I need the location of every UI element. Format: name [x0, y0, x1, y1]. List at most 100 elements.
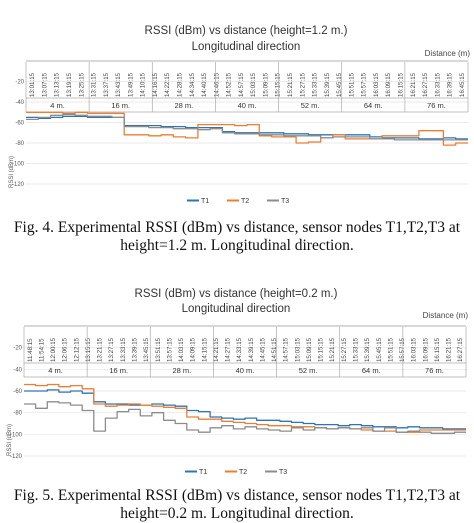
- legend-label: T3: [279, 469, 287, 476]
- distance-label: 16 m.: [111, 101, 130, 110]
- series-line-t2: [24, 383, 466, 433]
- figure-caption-5: Fig. 5. Experimental RSSI (dBm) vs dista…: [13, 487, 461, 522]
- x-tick-label: 15:21:15: [287, 72, 294, 97]
- x-tick-label: 13:33:15: [120, 337, 127, 362]
- distance-label: 16 m.: [109, 366, 128, 375]
- x-tick-label: 15:15:15: [275, 72, 282, 97]
- x-tick-label: 15:39:15: [364, 337, 371, 362]
- chart-fig5: RSSI (dBm) vs distance (height=0.2 m.) L…: [7, 288, 469, 476]
- y-tick-label: -40: [15, 100, 24, 106]
- legend-label: T1: [199, 469, 207, 476]
- x-tick-label: 15:57:15: [361, 72, 368, 97]
- x-tick-label: 14:09:15: [190, 337, 197, 362]
- x-tick-label: 13:37:15: [103, 72, 110, 97]
- x-tick-label: 15:09:15: [262, 72, 269, 97]
- distance-label: 52 m.: [301, 101, 320, 110]
- x-tick-label: 16:03:15: [373, 72, 380, 97]
- y-axis-label: RSSI (dBm): [7, 424, 13, 456]
- x-tick-label: 15:45:15: [336, 72, 343, 97]
- x-tick-label: 14:27:15: [225, 337, 232, 362]
- series-line-t2: [26, 111, 468, 146]
- chart-subtitle: Longitudinal direction: [182, 303, 291, 315]
- x-tick-label: 14:39:15: [248, 337, 255, 362]
- y-tick-label: -60: [13, 389, 22, 395]
- y-tick-label: -20: [13, 346, 22, 352]
- distance-label: 28 m.: [174, 101, 193, 110]
- x-tick-label: 15:21:15: [329, 337, 336, 362]
- x-tick-label: 14:16:15: [152, 72, 159, 97]
- x-tick-label: 13:25:15: [78, 72, 85, 97]
- x-tick-label: 16:27:15: [457, 337, 464, 362]
- x-tick-label: 16:09:15: [385, 72, 392, 97]
- y-tick-label: -80: [15, 141, 24, 147]
- legend-label: T3: [281, 198, 289, 205]
- legend-label: T1: [201, 198, 209, 205]
- x-tick-label: 15:09:15: [306, 337, 313, 362]
- x-tick-label: 13:15:15: [85, 337, 92, 362]
- y-tick-label: -120: [10, 454, 23, 460]
- x-tick-label: 16:33:15: [434, 72, 441, 97]
- x-tick-label: 13:43:15: [115, 72, 122, 97]
- x-tick-label: 15:33:15: [353, 337, 360, 362]
- x-tick-label: 14:57:15: [283, 337, 290, 362]
- x-tick-label: 12:00:15: [50, 337, 57, 362]
- x-tick-label: 13:07:15: [41, 72, 48, 97]
- x-tick-label: 14:46:15: [213, 72, 220, 97]
- x-tick-label: 16:15:15: [397, 72, 404, 97]
- x-tick-label: 15:03:15: [294, 337, 301, 362]
- x-tick-label: 14:21:15: [213, 337, 220, 362]
- x-tick-label: 16:21:15: [410, 72, 417, 97]
- x-tick-label: 16:39:15: [447, 72, 454, 97]
- x-tick-label: 15:03:15: [250, 72, 257, 97]
- y-tick-label: -100: [10, 432, 23, 438]
- x-tick-label: 14:57:15: [238, 72, 245, 97]
- series-line-t3: [24, 401, 466, 434]
- distance-label: 76 m.: [425, 366, 444, 375]
- distance-label: 40 m.: [236, 366, 255, 375]
- x-tick-label: 15:27:15: [341, 337, 348, 362]
- x-tick-label: 13:19:15: [66, 72, 73, 97]
- x-tick-label: 15:45:15: [376, 337, 383, 362]
- y-tick-label: -20: [15, 80, 24, 86]
- distance-label: 64 m.: [362, 366, 381, 375]
- x-tick-label: 14:10:15: [140, 72, 147, 97]
- x-axis-label: Distance (m): [423, 311, 469, 320]
- y-tick-label: -60: [15, 121, 24, 127]
- y-axis-label: RSSI (dBm): [9, 156, 15, 188]
- plot-area: -20 -40 -60 -80 -100 -120 13:01:15 13:07:15 13:1…: [12, 60, 469, 205]
- x-tick-label: 14:28:15: [176, 72, 183, 97]
- distance-label: 4 m.: [48, 366, 63, 375]
- x-tick-label: 13:57:15: [166, 337, 173, 362]
- x-tick-label: 12:06:15: [62, 337, 69, 362]
- x-axis-label: Distance (m): [425, 49, 471, 58]
- chart-fig4: RSSI (dBm) vs distance (height=1.2 m.) L…: [9, 25, 471, 205]
- y-tick-label: -120: [12, 182, 25, 188]
- x-tick-label: 11:54:15: [38, 338, 45, 362]
- x-tick-label: 14:34:15: [189, 72, 196, 97]
- x-tick-label: 13:13:15: [54, 72, 61, 97]
- x-tick-label: 13:31:15: [91, 72, 98, 97]
- x-tick-label: 15:33:15: [312, 72, 319, 97]
- x-tick-label: 13:45:15: [143, 337, 150, 362]
- legend-label: T2: [241, 198, 249, 205]
- x-tick-label: 15:15:15: [318, 337, 325, 362]
- chart-subtitle: Longitudinal direction: [192, 41, 301, 53]
- distance-label: 4 m.: [50, 101, 65, 110]
- series-line-t3: [26, 113, 468, 141]
- x-tick-label: 13:39:15: [132, 337, 139, 362]
- x-tick-label: 14:15:15: [201, 337, 208, 362]
- chart-title: RSSI (dBm) vs distance (height=0.2 m.): [135, 288, 338, 300]
- series-line-t1: [24, 389, 466, 430]
- chart-title: RSSI (dBm) vs distance (height=1.2 m.): [145, 25, 348, 37]
- distance-label: 52 m.: [299, 366, 318, 375]
- x-tick-label: 14:33:15: [236, 337, 243, 362]
- x-tick-label: 15:27:15: [299, 72, 306, 97]
- x-tick-label: 14:03:15: [178, 337, 185, 362]
- x-tick-label: 12:12:15: [73, 337, 80, 362]
- x-tick-label: 14:51:15: [271, 337, 278, 362]
- distance-label: 40 m.: [238, 101, 257, 110]
- distance-label: 76 m.: [427, 101, 446, 110]
- x-tick-label: 16:27:15: [422, 72, 429, 97]
- x-tick-label: 16:15:15: [434, 337, 441, 362]
- x-tick-label: 11:48:15: [27, 338, 34, 362]
